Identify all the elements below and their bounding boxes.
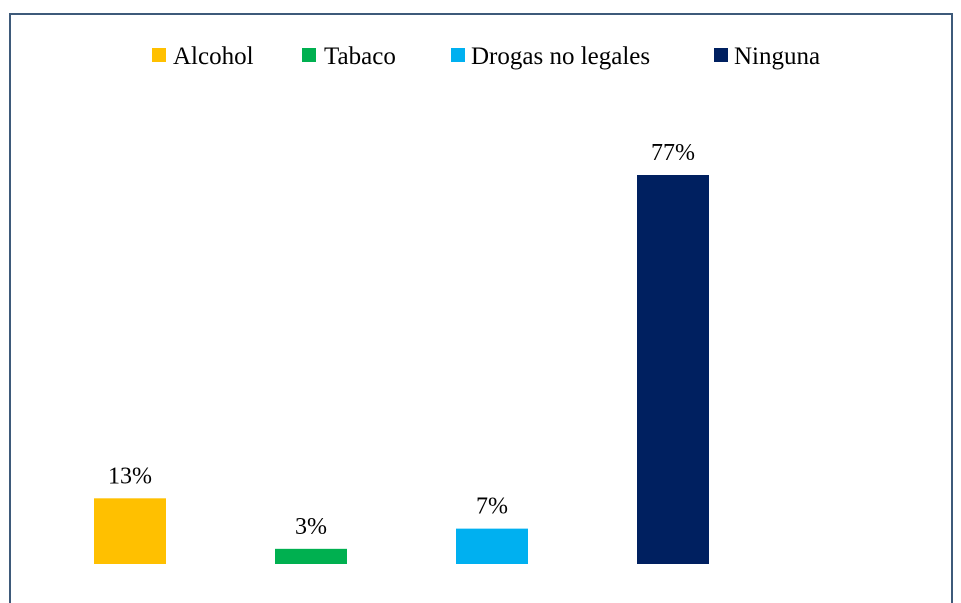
legend-label-drogas-no-legales: Drogas no legales [471, 43, 650, 70]
data-label-alcohol: 13% [108, 463, 152, 489]
chart-frame [9, 13, 953, 603]
legend-swatch-alcohol [152, 48, 166, 62]
data-label-tabaco: 3% [295, 514, 327, 540]
data-label-ninguna: 77% [651, 140, 695, 166]
bar-tabaco [275, 548, 347, 564]
data-label-drogas-no-legales: 7% [476, 494, 508, 520]
legend-swatch-drogas-no-legales [451, 48, 465, 62]
bar-drogas-no-legales [456, 528, 528, 564]
legend-swatch-tabaco [302, 48, 316, 62]
legend-label-tabaco: Tabaco [324, 43, 396, 70]
legend-label-alcohol: Alcohol [173, 43, 254, 70]
bars [94, 175, 709, 564]
legend-label-ninguna: Ninguna [734, 43, 820, 70]
bar-alcohol [94, 498, 166, 564]
data-labels: 13% 3% 7% 77% [108, 140, 695, 540]
legend: Alcohol Tabaco Drogas no legales Ninguna [152, 43, 820, 70]
bar-ninguna [637, 175, 709, 564]
legend-swatch-ninguna [714, 48, 728, 62]
